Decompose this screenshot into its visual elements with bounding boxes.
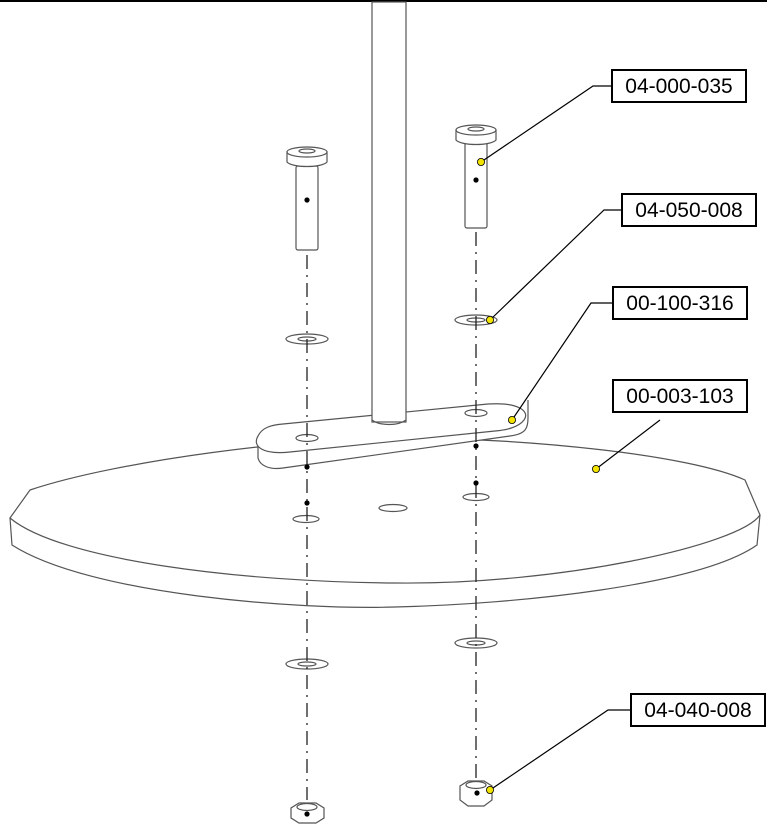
callout-mounting-bracket: 00-100-316 bbox=[612, 286, 748, 320]
leader-base-plate bbox=[595, 419, 661, 470]
leader-dot-cap-screw bbox=[476, 157, 485, 166]
cap-screw-left bbox=[286, 146, 328, 251]
leader-dots bbox=[476, 157, 601, 795]
cap-screw-right bbox=[455, 124, 497, 229]
leader-dot-base-plate bbox=[592, 464, 601, 473]
mounting-bracket bbox=[255, 400, 529, 470]
leader-lock-nut bbox=[489, 709, 630, 791]
leader-lines bbox=[480, 85, 661, 791]
vertical-post bbox=[371, 1, 407, 426]
callout-cap-screw: 04-000-035 bbox=[611, 69, 747, 103]
callout-washer: 04-050-008 bbox=[621, 193, 757, 227]
leader-dot-lock-nut bbox=[485, 786, 494, 795]
base-plate bbox=[9, 437, 761, 608]
leader-bracket bbox=[511, 302, 612, 421]
axis-dots bbox=[304, 177, 480, 817]
leader-dot-bracket bbox=[507, 415, 516, 424]
centerlines bbox=[306, 232, 477, 800]
callout-base-plate: 00-003-103 bbox=[612, 379, 748, 413]
leader-dot-washer bbox=[485, 315, 494, 324]
leader-cap-screw bbox=[480, 85, 611, 163]
leader-washer bbox=[489, 209, 621, 321]
washer-right-lower bbox=[454, 637, 498, 649]
callout-lock-nut: 04-040-008 bbox=[630, 693, 766, 727]
